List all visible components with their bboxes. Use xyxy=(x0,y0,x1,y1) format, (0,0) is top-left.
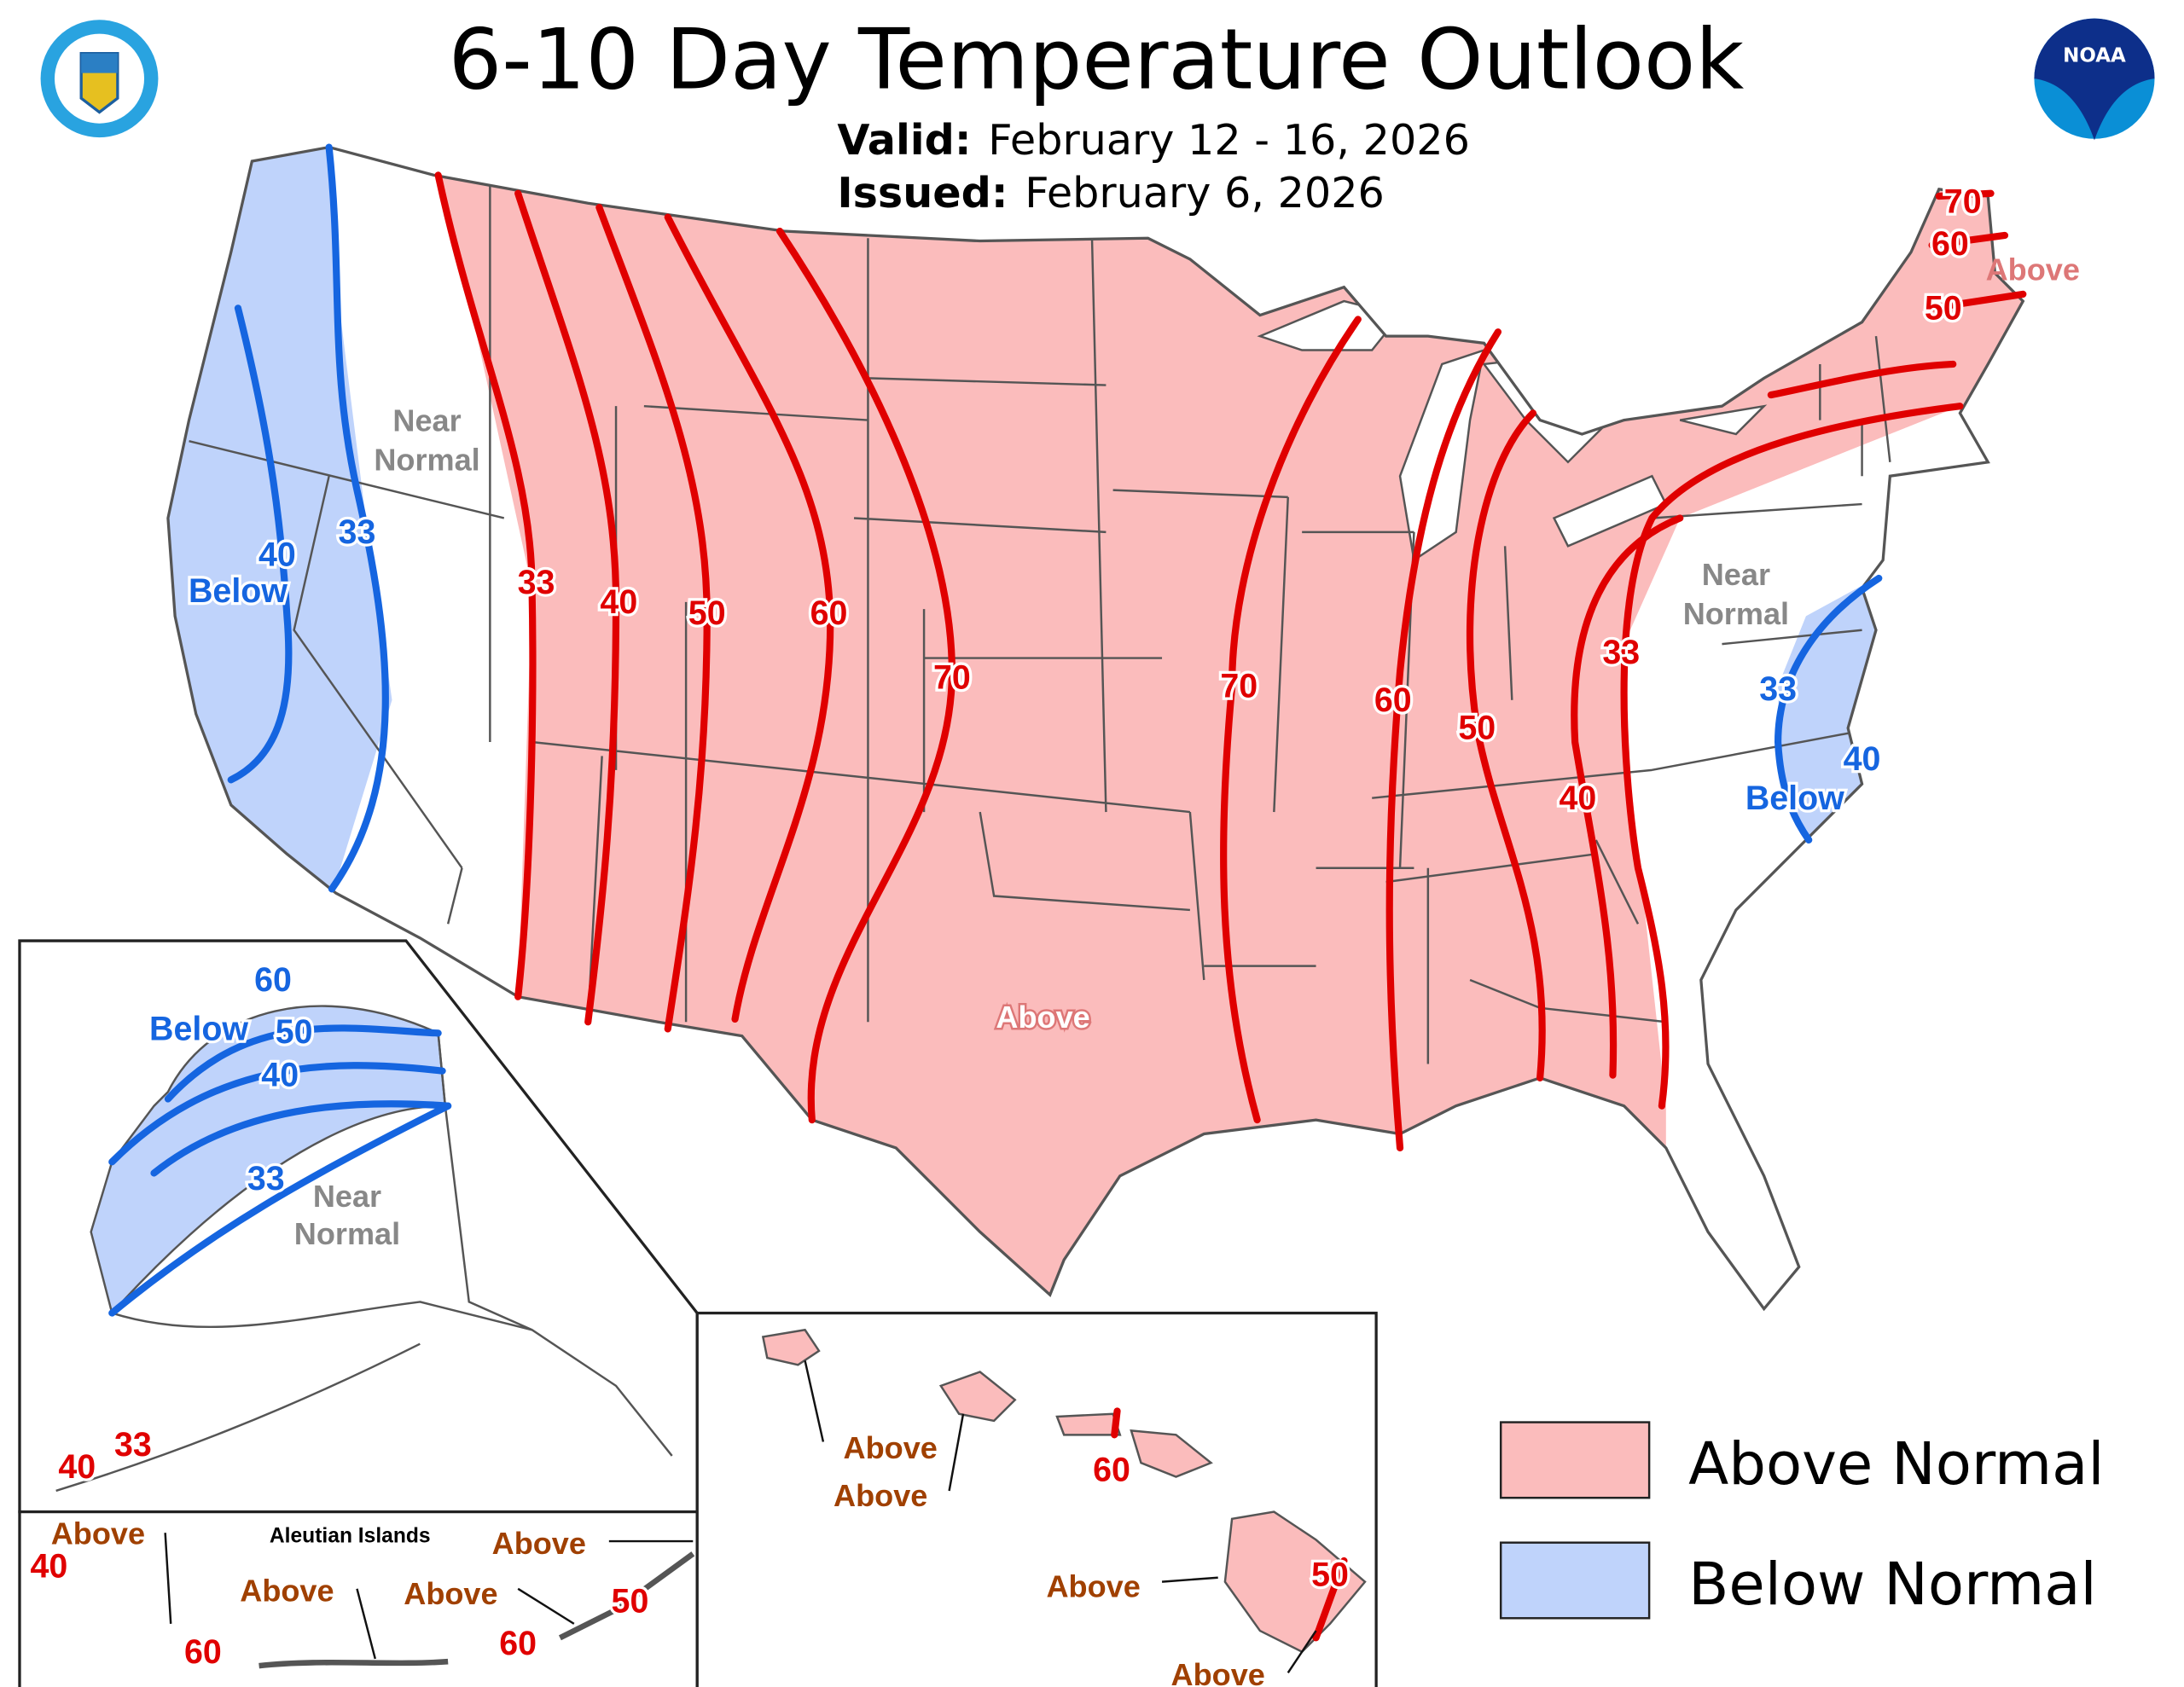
legend-swatch-above xyxy=(1499,1421,1651,1499)
svg-text:Below: Below xyxy=(149,1011,248,1048)
svg-text:Above: Above xyxy=(1171,1657,1265,1687)
alaska-inset: 60 50 40 33 Below Near Normal 40 33 xyxy=(18,939,699,1514)
blue-contour-lines xyxy=(227,143,1883,893)
svg-text:Above: Above xyxy=(404,1576,497,1611)
svg-text:40: 40 xyxy=(261,1057,299,1094)
svg-text:50: 50 xyxy=(1925,289,1962,327)
conus-labels: Near Normal Below Above Near Normal Belo… xyxy=(186,180,2080,1036)
svg-text:Normal: Normal xyxy=(374,443,479,478)
legend-label-below: Below Normal xyxy=(1688,1551,2097,1619)
svg-text:40: 40 xyxy=(58,1448,96,1486)
commerce-seal-logo xyxy=(40,20,159,138)
svg-text:40: 40 xyxy=(258,536,296,573)
below-normal-region-east xyxy=(1778,574,1884,840)
svg-text:50: 50 xyxy=(688,594,726,632)
svg-text:33: 33 xyxy=(247,1160,285,1197)
svg-text:Above: Above xyxy=(1046,1569,1140,1604)
legend: Above Normal Below Normal xyxy=(1499,1421,2105,1620)
svg-text:40: 40 xyxy=(31,1548,68,1586)
svg-text:33: 33 xyxy=(1759,670,1797,708)
svg-text:Below: Below xyxy=(1745,780,1844,817)
svg-text:33: 33 xyxy=(518,564,555,601)
svg-text:70: 70 xyxy=(1944,183,1982,221)
svg-text:40: 40 xyxy=(600,583,637,621)
svg-text:33: 33 xyxy=(339,513,376,551)
svg-text:Below: Below xyxy=(189,572,288,610)
svg-text:40: 40 xyxy=(1844,740,1881,778)
svg-text:Near: Near xyxy=(313,1179,381,1214)
svg-text:Near: Near xyxy=(392,403,461,438)
svg-text:Normal: Normal xyxy=(1683,596,1789,631)
svg-text:50: 50 xyxy=(1311,1557,1349,1594)
svg-text:Near: Near xyxy=(1702,557,1770,592)
issued-date: Issued: February 6, 2026 xyxy=(837,168,1385,217)
red-contour-lines xyxy=(434,171,2027,1152)
conus-map: Near Normal Below Above Near Normal Belo… xyxy=(166,143,2080,1311)
noaa-logo: NOAA xyxy=(2034,18,2155,141)
svg-text:Above: Above xyxy=(240,1574,334,1609)
svg-text:Above: Above xyxy=(492,1526,586,1561)
svg-text:Above: Above xyxy=(844,1430,938,1465)
svg-text:Above: Above xyxy=(834,1478,927,1513)
svg-text:60: 60 xyxy=(810,594,848,632)
valid-date: Valid: February 12 - 16, 2026 xyxy=(837,115,1470,165)
hawaii-inset: Above Above Above Above 60 50 xyxy=(695,1311,1378,1687)
aleutians-inset: Aleutian Islands Above Above Above Above… xyxy=(18,1510,699,1687)
svg-text:40: 40 xyxy=(1560,780,1597,817)
svg-text:50: 50 xyxy=(276,1013,313,1051)
svg-text:70: 70 xyxy=(1220,668,1258,705)
svg-text:50: 50 xyxy=(612,1583,649,1620)
svg-text:Normal: Normal xyxy=(294,1216,400,1251)
svg-text:NOAA: NOAA xyxy=(2063,44,2126,67)
svg-text:60: 60 xyxy=(184,1633,222,1671)
svg-text:60: 60 xyxy=(254,961,292,999)
legend-swatch-below xyxy=(1499,1541,1651,1620)
svg-text:60: 60 xyxy=(1374,681,1412,719)
svg-text:Aleutian Islands: Aleutian Islands xyxy=(270,1525,431,1548)
page-title: 6-10 Day Temperature Outlook xyxy=(449,12,1745,109)
svg-text:33: 33 xyxy=(1602,634,1640,671)
svg-text:60: 60 xyxy=(499,1625,537,1662)
svg-text:Above: Above xyxy=(51,1516,145,1551)
legend-label-above: Above Normal xyxy=(1688,1430,2104,1499)
svg-text:60: 60 xyxy=(1931,225,1969,263)
svg-text:Above: Above xyxy=(996,1000,1089,1035)
svg-text:50: 50 xyxy=(1458,710,1496,747)
svg-text:33: 33 xyxy=(114,1426,152,1464)
svg-text:70: 70 xyxy=(933,659,971,697)
svg-text:60: 60 xyxy=(1093,1451,1130,1488)
svg-text:Above: Above xyxy=(1986,252,2080,287)
